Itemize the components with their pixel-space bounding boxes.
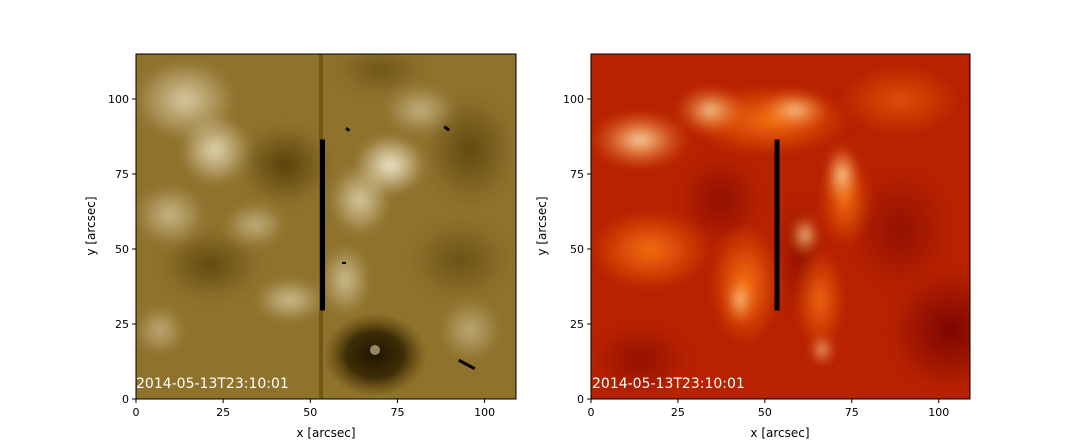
left-y-axis: 0 25 50 75 100 bbox=[108, 93, 136, 406]
left-y-tick-label: 25 bbox=[115, 318, 129, 331]
left-y-tick-label: 75 bbox=[115, 168, 129, 181]
left-x-axis-label: x [arcsec] bbox=[296, 426, 355, 440]
left-timestamp: 2014-05-13T23:10:01 bbox=[136, 376, 289, 392]
left-x-tick-label: 25 bbox=[216, 406, 230, 419]
right-panel: 2014-05-13T23:10:01 0 25 50 75 100 0 25 50 75 10… bbox=[535, 53, 971, 440]
left-x-tick-label: 0 bbox=[133, 406, 140, 419]
right-y-axis-label: y [arcsec] bbox=[535, 196, 549, 255]
right-y-tick-label: 0 bbox=[577, 393, 584, 406]
right-x-tick-label: 25 bbox=[671, 406, 685, 419]
left-y-tick-label: 0 bbox=[122, 393, 129, 406]
right-x-tick-label: 50 bbox=[758, 406, 772, 419]
right-y-tick-label: 75 bbox=[570, 168, 584, 181]
right-y-tick-label: 25 bbox=[570, 318, 584, 331]
left-x-axis: 0 25 50 75 100 bbox=[133, 399, 495, 419]
right-x-tick-label: 100 bbox=[928, 406, 949, 419]
right-x-tick-label: 75 bbox=[845, 406, 859, 419]
left-y-axis-label: y [arcsec] bbox=[84, 196, 98, 255]
left-plot-frame bbox=[135, 53, 517, 400]
left-x-tick-label: 75 bbox=[390, 406, 404, 419]
left-y-tick-label: 100 bbox=[108, 93, 129, 106]
right-heatmap-image bbox=[591, 54, 970, 399]
right-y-tick-label: 50 bbox=[570, 243, 584, 256]
right-x-axis-label: x [arcsec] bbox=[750, 426, 809, 440]
left-y-tick-label: 50 bbox=[115, 243, 129, 256]
right-x-axis: 0 25 50 75 100 bbox=[588, 399, 949, 419]
right-plot-frame bbox=[590, 53, 971, 400]
left-x-tick-label: 100 bbox=[474, 406, 495, 419]
left-heatmap-image bbox=[136, 54, 516, 399]
right-x-tick-label: 0 bbox=[588, 406, 595, 419]
right-y-tick-label: 100 bbox=[563, 93, 584, 106]
right-y-axis: 0 25 50 75 100 bbox=[563, 93, 591, 406]
right-timestamp: 2014-05-13T23:10:01 bbox=[592, 376, 745, 392]
left-x-tick-label: 50 bbox=[303, 406, 317, 419]
left-panel: 2014-05-13T23:10:01 0 25 50 75 100 0 25 50 75 10… bbox=[84, 53, 517, 440]
